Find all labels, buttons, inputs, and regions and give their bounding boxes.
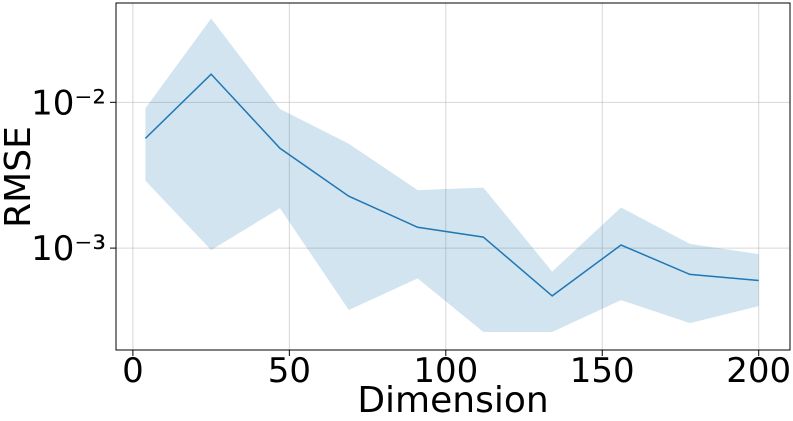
- x-tick-label: 0: [122, 351, 144, 391]
- x-tick-label: 100: [413, 351, 478, 391]
- y-tick-label: 10⁻²: [31, 83, 106, 123]
- x-tick-label: 50: [268, 351, 311, 391]
- x-axis-label: Dimension: [357, 380, 548, 421]
- x-tick-label: 150: [570, 351, 635, 391]
- y-tick-label: 10⁻³: [31, 229, 106, 269]
- plot-frame: [115, 2, 791, 351]
- line: [144, 73, 759, 297]
- x-tick-label: 200: [726, 351, 791, 391]
- error-band: [145, 18, 759, 332]
- y-axis-label: RMSE: [0, 126, 39, 228]
